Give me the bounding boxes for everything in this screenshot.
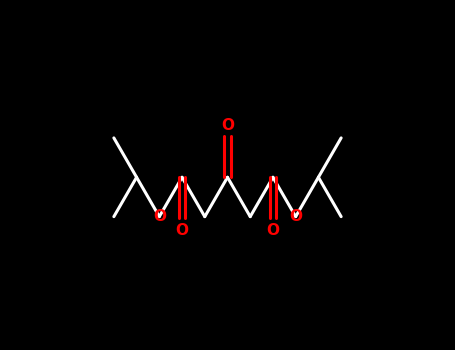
Text: O: O: [221, 118, 234, 133]
Text: O: O: [267, 223, 279, 238]
Text: O: O: [289, 209, 302, 224]
Text: O: O: [153, 209, 166, 224]
Text: O: O: [176, 223, 188, 238]
